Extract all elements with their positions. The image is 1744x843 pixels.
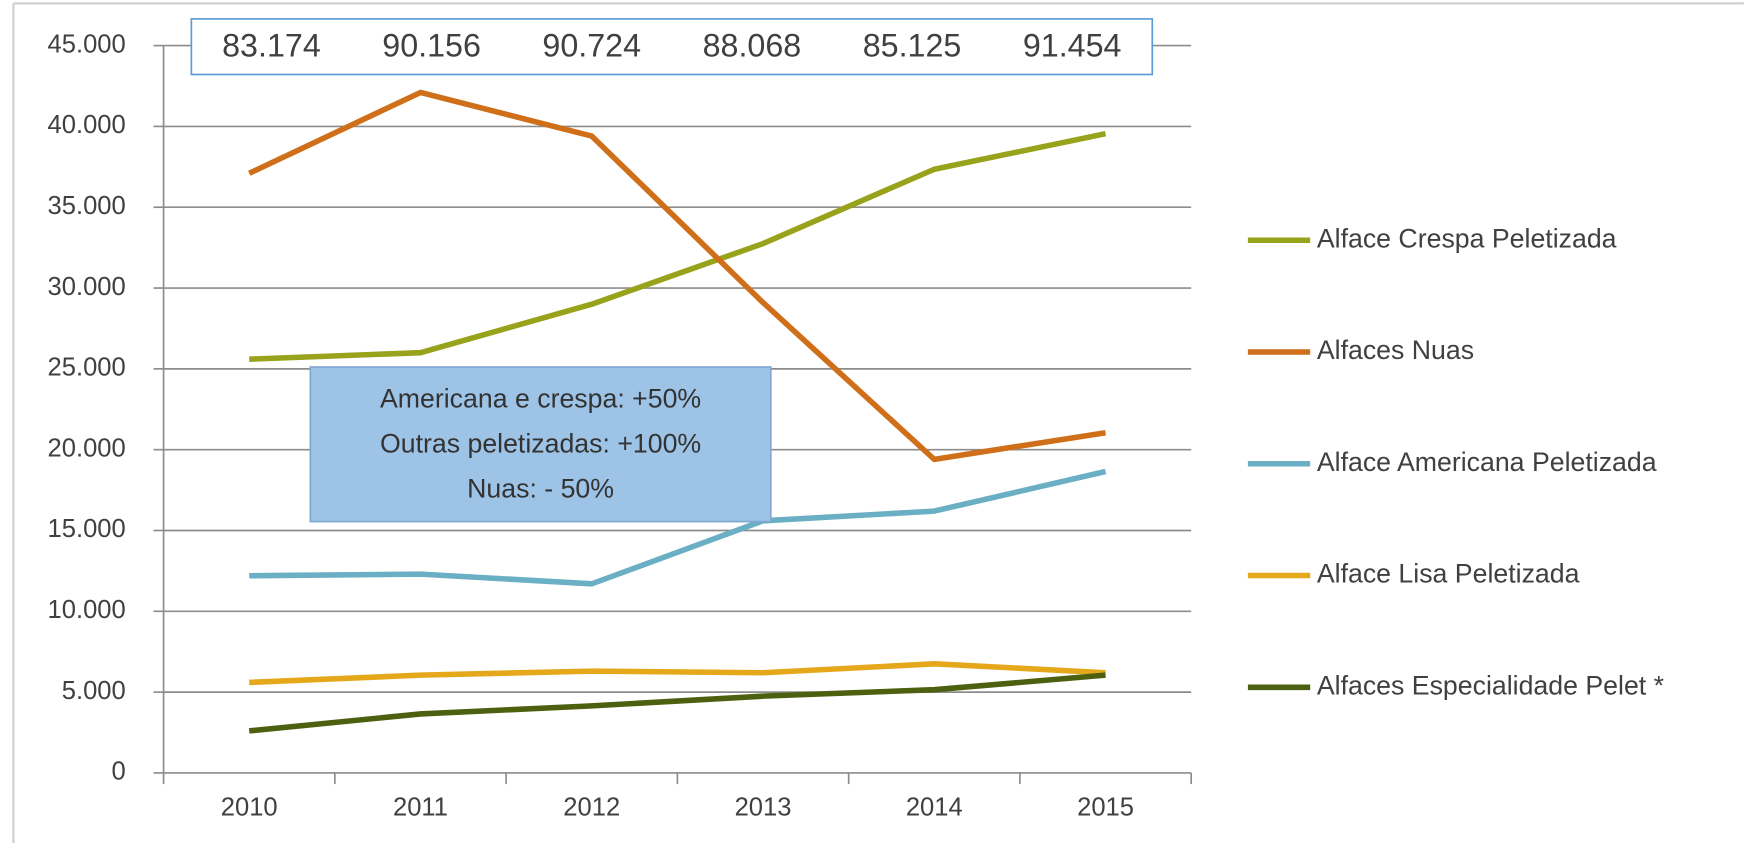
y-tick-label: 35.000 <box>48 192 126 220</box>
series-line <box>249 661 1106 686</box>
series-line <box>248 672 1106 734</box>
x-tick-label: 2012 <box>563 793 620 821</box>
series-line <box>249 468 1107 587</box>
y-tick-label: 0 <box>112 758 126 786</box>
y-tick-label: 30.000 <box>48 273 126 301</box>
total-label: 83.174 <box>222 27 321 63</box>
legend-label: Alface Lisa Peletizada <box>1317 559 1580 589</box>
y-tick-label: 40.000 <box>48 111 126 139</box>
annotation-box <box>309 366 772 523</box>
y-tick-label: 15.000 <box>48 515 126 543</box>
y-tick-label: 5.000 <box>62 677 126 705</box>
legend-label: Alface Americana Peletizada <box>1317 447 1657 477</box>
total-label: 90.724 <box>542 27 641 63</box>
y-tick-label: 20.000 <box>48 434 126 462</box>
x-tick-label: 2014 <box>906 793 963 821</box>
y-tick-label: 25.000 <box>48 354 126 382</box>
total-label: 90.156 <box>382 27 481 63</box>
legend-label: Alfaces Nuas <box>1317 335 1474 365</box>
annotation-text: Americana e crespa: +50% <box>380 383 701 413</box>
annotation-text: Nuas: - 50% <box>467 473 614 503</box>
legend-label: Alfaces Especialidade Pelet * <box>1317 670 1664 700</box>
x-tick-label: 2015 <box>1077 793 1134 821</box>
legend-label: Alface Crespa Peletizada <box>1317 223 1617 253</box>
x-tick-label: 2010 <box>221 793 278 821</box>
x-tick-label: 2011 <box>393 793 448 821</box>
x-tick-label: 2013 <box>735 793 792 821</box>
annotation-text: Outras peletizadas: +100% <box>380 428 701 458</box>
series-line <box>248 89 1106 463</box>
y-tick-label: 45.000 <box>48 30 126 58</box>
total-label: 91.454 <box>1023 27 1122 63</box>
y-tick-label: 10.000 <box>48 596 126 624</box>
total-label: 85.125 <box>863 27 962 63</box>
series-line <box>249 130 1107 362</box>
totals-box <box>190 18 1154 76</box>
total-label: 88.068 <box>703 27 802 63</box>
